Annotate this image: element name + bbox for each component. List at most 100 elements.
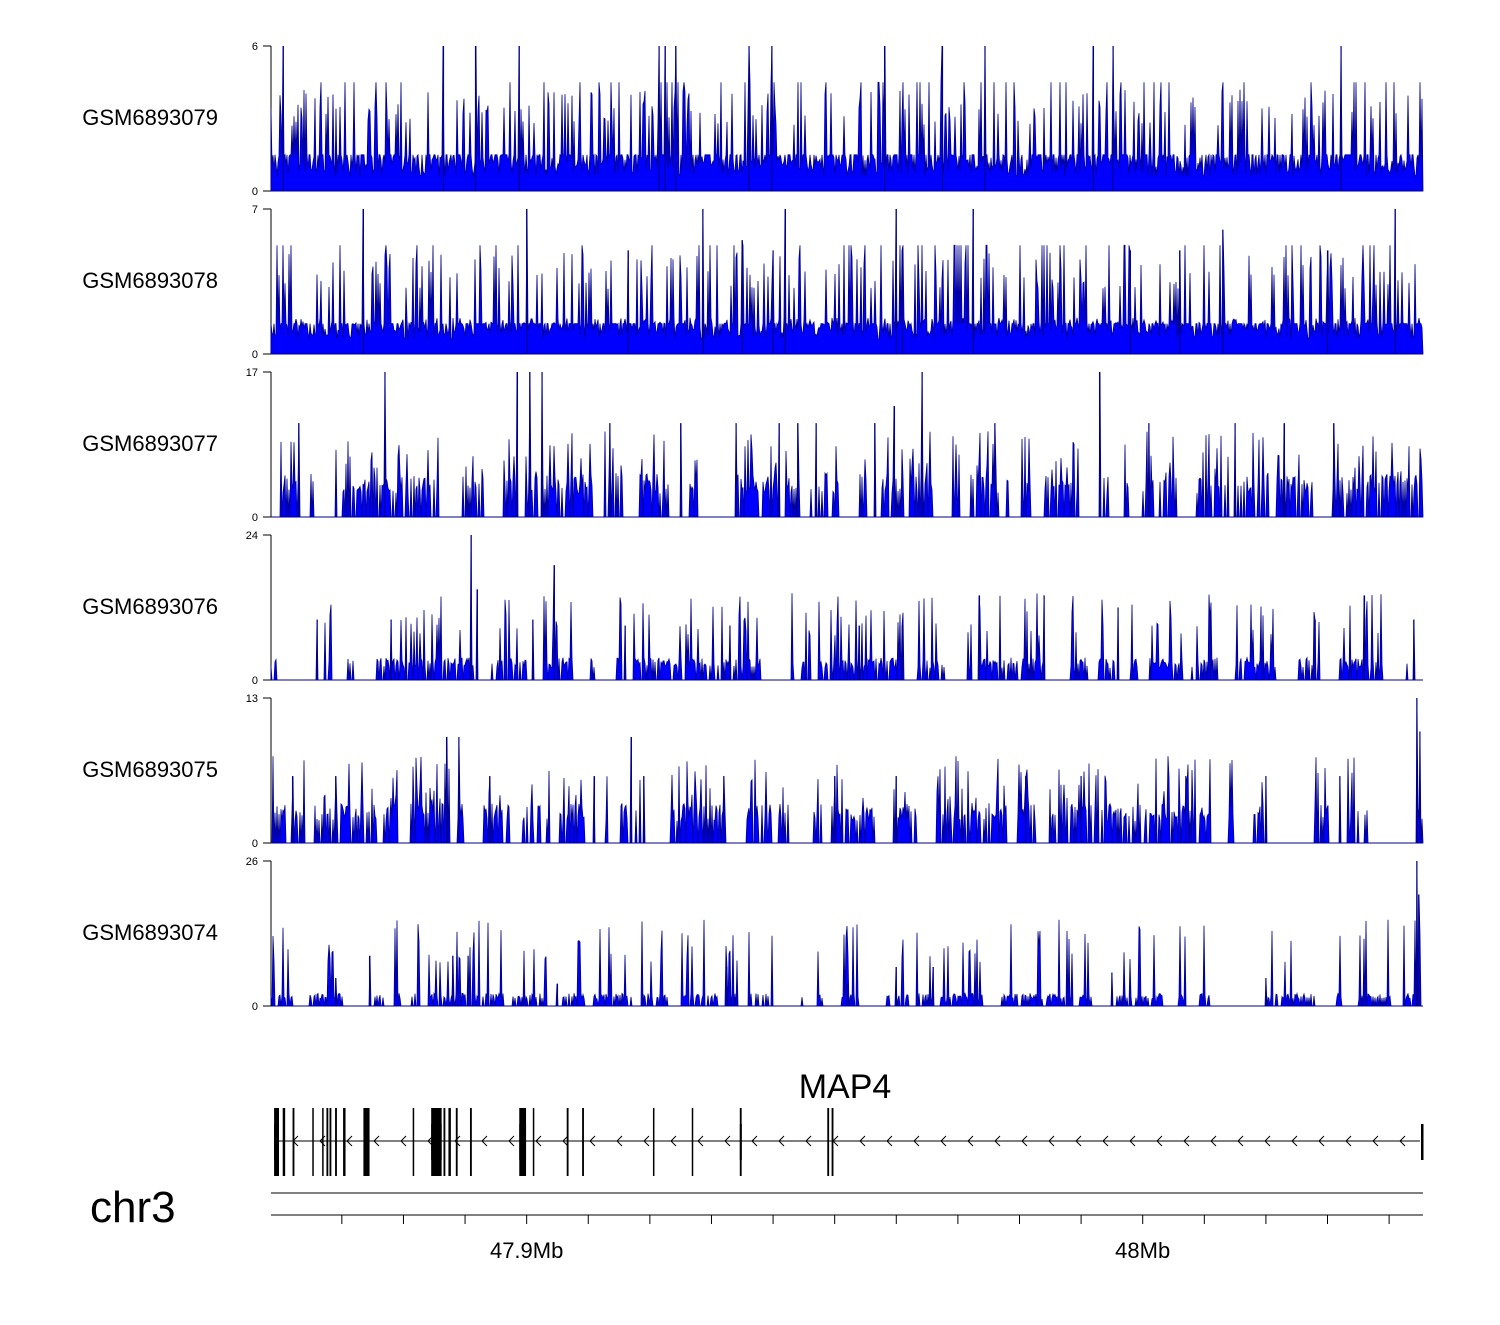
strand-arrow: [1210, 1135, 1217, 1147]
signal-area: [270, 45, 1424, 192]
exon: [582, 1108, 584, 1176]
y-max-label: 26: [246, 856, 258, 868]
exon: [343, 1108, 346, 1176]
track-label: GSM6893074: [82, 920, 218, 945]
track-label: GSM6893079: [82, 105, 218, 130]
exon: [448, 1108, 451, 1176]
exon: [827, 1108, 830, 1176]
track-label: GSM6893075: [82, 757, 218, 782]
exon: [335, 1108, 337, 1176]
strand-arrow: [400, 1135, 407, 1147]
y-min-label: 0: [252, 838, 258, 850]
strand-arrow: [805, 1135, 812, 1147]
axis-tick-label: 47.9Mb: [490, 1238, 563, 1263]
exon: [469, 1108, 472, 1176]
strand-arrow: [454, 1135, 461, 1147]
strand-arrow: [1075, 1135, 1082, 1147]
strand-arrow: [1183, 1135, 1190, 1147]
signal-area: [271, 697, 1424, 844]
strand-arrow: [535, 1135, 542, 1147]
exon: [292, 1108, 295, 1176]
gene-annotation-track: MAP4: [274, 1068, 1424, 1176]
exon: [322, 1108, 324, 1176]
exon: [455, 1108, 458, 1176]
signal-area: [270, 534, 1423, 681]
y-min-label: 0: [252, 349, 258, 361]
signal-area: [271, 371, 1424, 518]
strand-arrow: [373, 1135, 380, 1147]
strand-arrow: [1237, 1135, 1244, 1147]
strand-arrow: [1102, 1135, 1109, 1147]
y-max-label: 17: [246, 367, 258, 379]
strand-arrow: [1399, 1135, 1406, 1147]
strand-arrow: [346, 1135, 353, 1147]
strand-arrow: [589, 1135, 596, 1147]
y-max-label: 7: [252, 204, 258, 216]
exon: [329, 1108, 332, 1176]
exon: [363, 1108, 370, 1176]
exon: [443, 1108, 446, 1176]
y-min-label: 0: [252, 186, 258, 198]
exon-end: [1421, 1124, 1424, 1160]
strand-arrow: [913, 1135, 920, 1147]
exon-core: [431, 1124, 442, 1160]
strand-arrow: [481, 1135, 488, 1147]
exon: [652, 1108, 655, 1176]
exon: [831, 1108, 834, 1176]
strand-arrow: [751, 1135, 758, 1147]
strand-arrow: [994, 1135, 1001, 1147]
track-label: GSM6893076: [82, 594, 218, 619]
exon-core: [519, 1124, 527, 1160]
strand-arrow: [778, 1135, 785, 1147]
strand-arrow: [562, 1135, 569, 1147]
genome-axis: chr3 47.9Mb 48Mb: [90, 1183, 1423, 1263]
track-GSM6893076: GSM6893076 24 0: [82, 530, 1423, 687]
exon: [326, 1108, 329, 1176]
y-max-label: 13: [246, 693, 258, 705]
strand-arrow: [1156, 1135, 1163, 1147]
strand-arrow: [1129, 1135, 1136, 1147]
strand-arrow: [616, 1135, 623, 1147]
exon-core: [739, 1124, 742, 1160]
exon: [412, 1108, 415, 1176]
track-GSM6893075: GSM6893075 13 0: [82, 693, 1424, 850]
y-min-label: 0: [252, 1001, 258, 1013]
strand-arrow: [1264, 1135, 1271, 1147]
exon: [532, 1108, 535, 1176]
strand-arrow: [697, 1135, 704, 1147]
strand-arrow: [1021, 1135, 1028, 1147]
strand-arrow: [724, 1135, 731, 1147]
track-label: GSM6893077: [82, 431, 218, 456]
exon: [566, 1108, 569, 1176]
y-max-label: 6: [252, 41, 258, 53]
gene-name-label: MAP4: [799, 1068, 892, 1106]
track-GSM6893074: GSM6893074 26 0: [82, 856, 1423, 1013]
signal-area: [270, 208, 1424, 355]
strand-arrow: [886, 1135, 893, 1147]
track-label: GSM6893078: [82, 268, 218, 293]
y-min-label: 0: [252, 512, 258, 524]
strand-arrow: [1372, 1135, 1379, 1147]
strand-arrow: [940, 1135, 947, 1147]
track-GSM6893079: GSM6893079 6 0: [82, 41, 1424, 198]
track-GSM6893078: GSM6893078 7 0: [82, 204, 1424, 361]
strand-arrow: [1318, 1135, 1325, 1147]
strand-arrow: [1345, 1135, 1352, 1147]
strand-arrow: [1048, 1135, 1055, 1147]
track-GSM6893077: GSM6893077 17 0: [82, 367, 1424, 524]
strand-arrow: [859, 1135, 866, 1147]
y-max-label: 24: [246, 530, 258, 542]
exon: [691, 1108, 694, 1176]
strand-arrow: [643, 1135, 650, 1147]
strand-arrow: [670, 1135, 677, 1147]
strand-arrow: [508, 1135, 515, 1147]
exon: [312, 1108, 314, 1176]
chromosome-label: chr3: [90, 1183, 176, 1232]
y-min-label: 0: [252, 675, 258, 687]
exon-core: [274, 1124, 280, 1160]
axis-tick-label: 48Mb: [1115, 1238, 1170, 1263]
data-tracks: GSM689307960GSM689307870GSM6893077170GSM…: [82, 41, 1424, 1013]
exon: [282, 1108, 286, 1176]
